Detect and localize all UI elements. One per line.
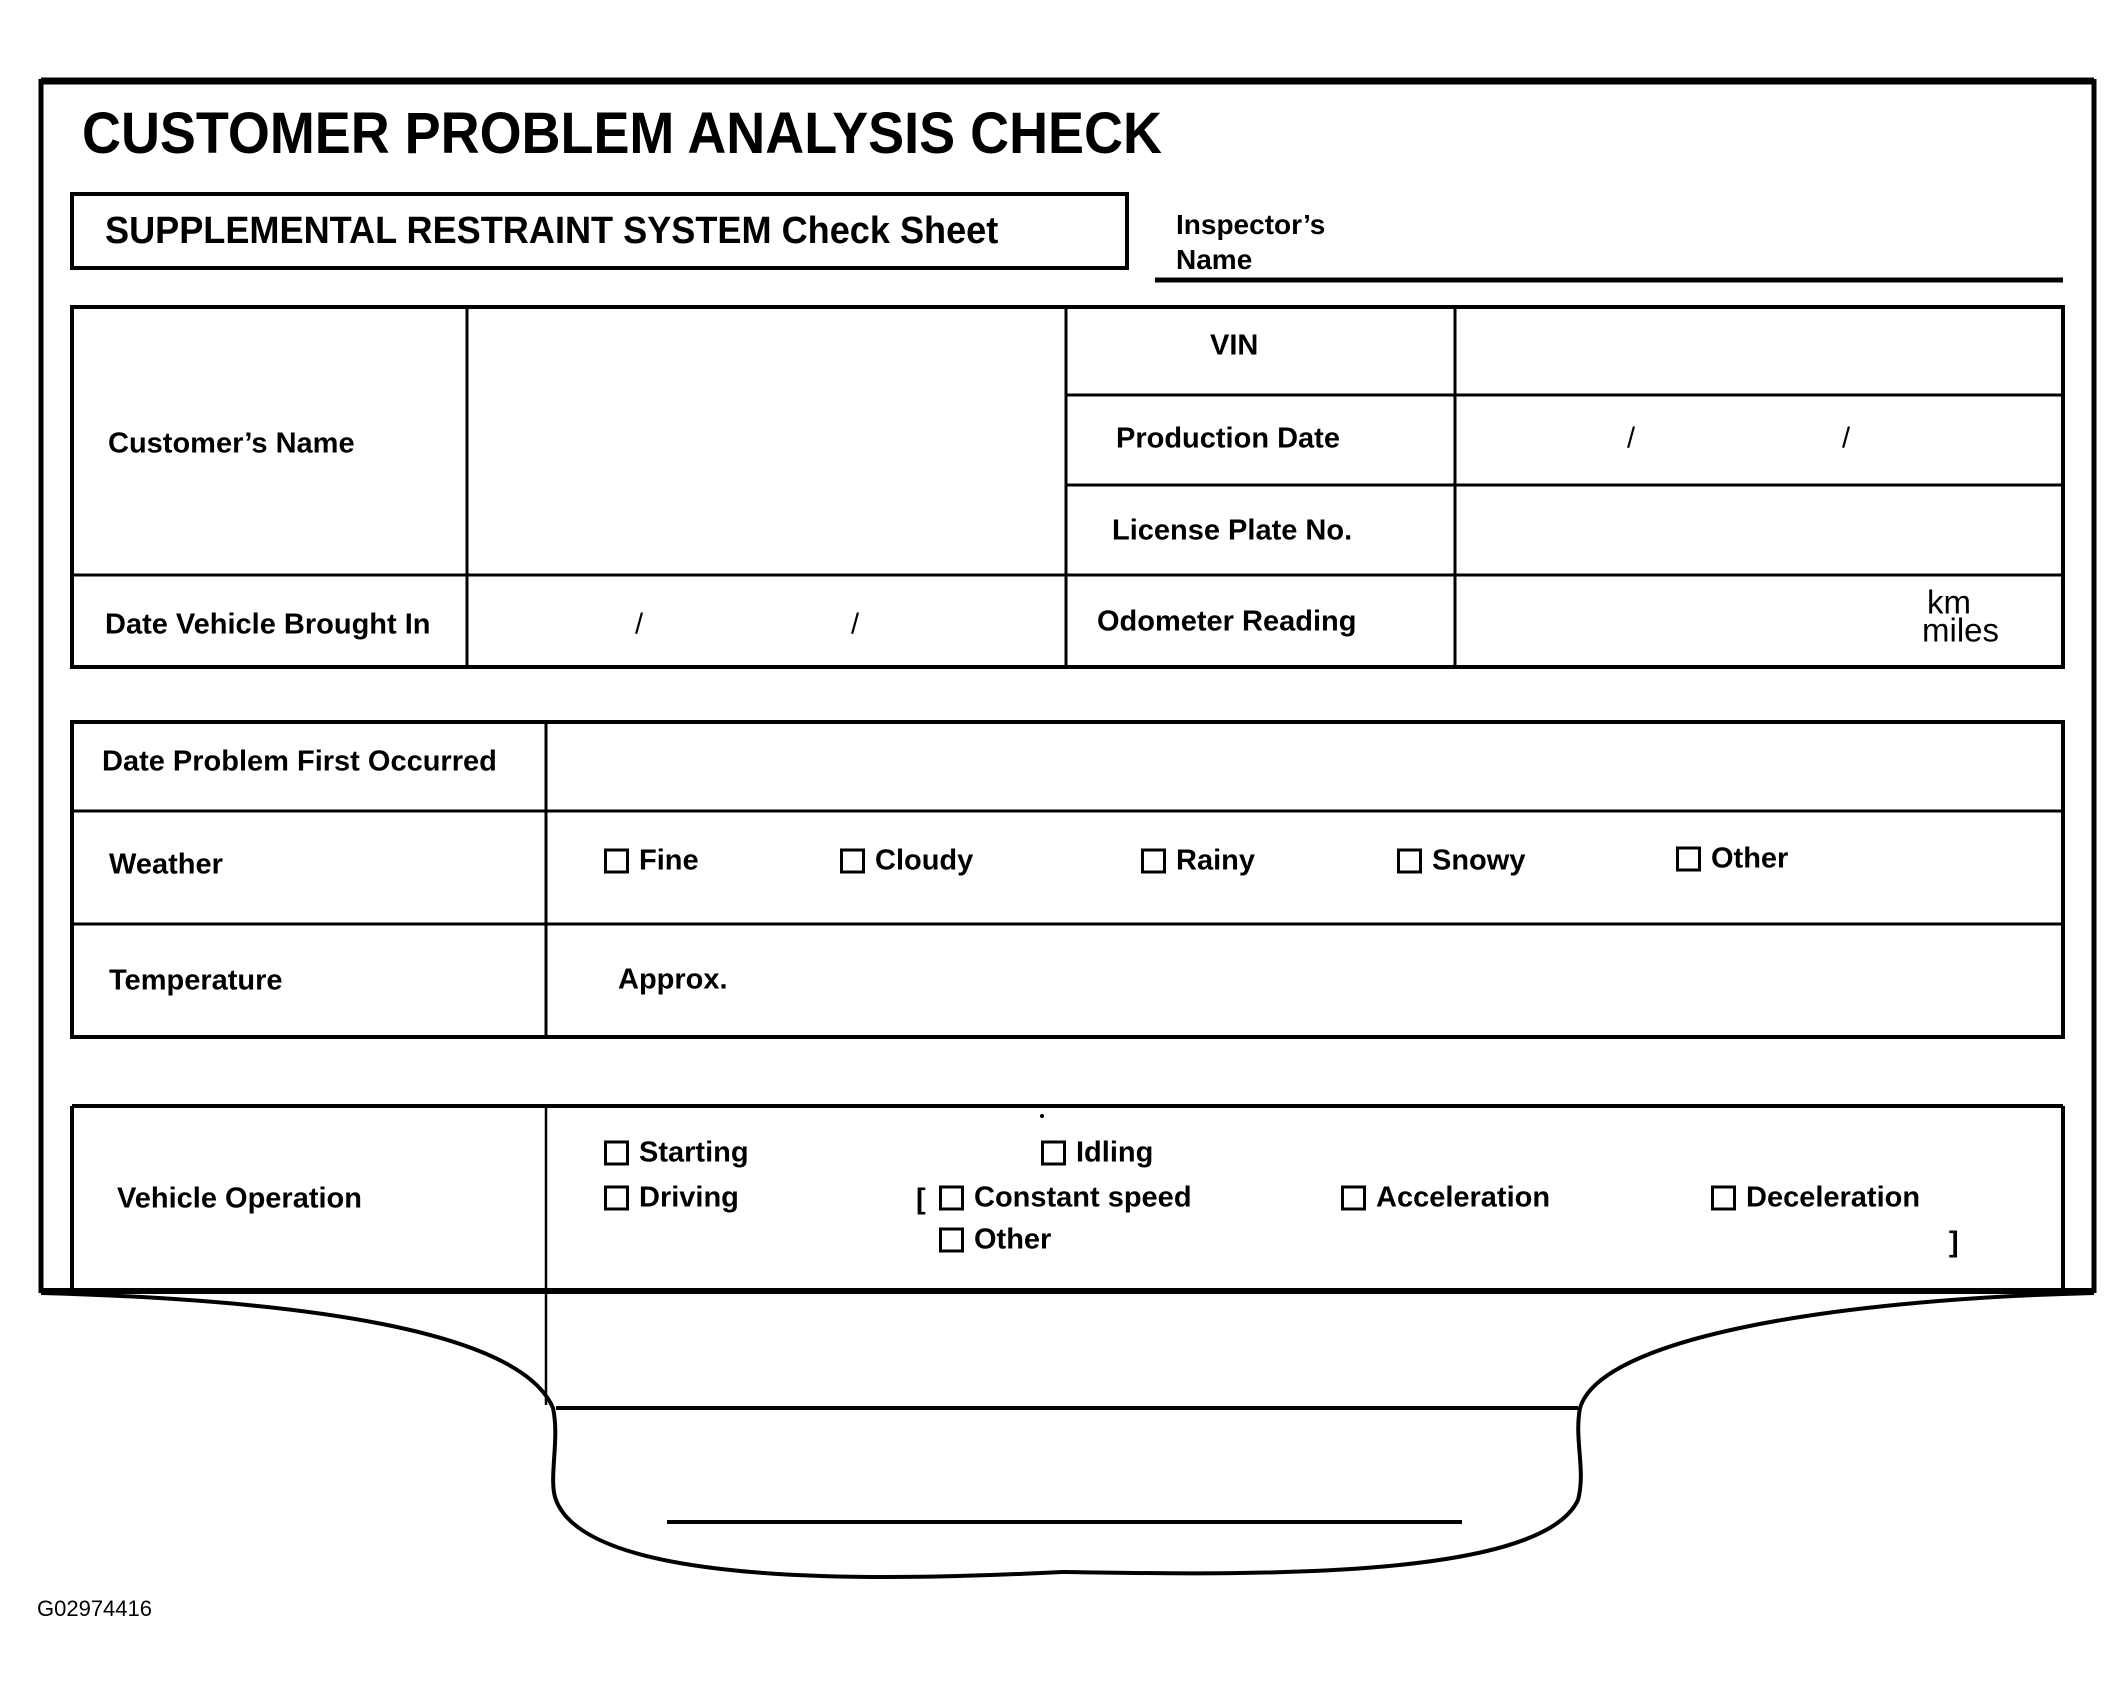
weather-label: Weather <box>109 848 223 881</box>
operation-starting-checkbox[interactable]: Starting <box>604 1138 749 1168</box>
conditions-table <box>70 720 2065 1039</box>
checkbox-icon[interactable] <box>1676 846 1701 872</box>
checkbox-icon[interactable] <box>1041 1140 1066 1166</box>
checkbox-icon[interactable] <box>604 1140 629 1166</box>
production-date-label: Production Date <box>1116 422 1340 455</box>
checkbox-icon[interactable] <box>1711 1185 1736 1211</box>
vehicle-operation-label: Vehicle Operation <box>117 1182 362 1215</box>
subtitle: SUPPLEMENTAL RESTRAINT SYSTEM Check Shee… <box>105 210 999 252</box>
date-separator: / <box>1842 422 1851 455</box>
customer-name-label: Customer’s Name <box>108 427 355 460</box>
operation-idling-checkbox[interactable]: Idling <box>1041 1138 1153 1168</box>
unit-miles: miles <box>1922 611 2000 649</box>
page-title: CUSTOMER PROBLEM ANALYSIS CHECK <box>82 101 1162 166</box>
unit-km: km <box>1927 583 1971 621</box>
subtitle-box <box>70 192 1129 270</box>
weather-other-checkbox[interactable]: Other <box>1676 844 1788 874</box>
odometer-label: Odometer Reading <box>1097 605 1357 638</box>
weather-fine-checkbox[interactable]: Fine <box>604 846 699 876</box>
checkbox-icon[interactable] <box>1141 848 1166 874</box>
weather-rainy-checkbox[interactable]: Rainy <box>1141 846 1255 876</box>
operation-other-checkbox[interactable]: Other <box>939 1225 1051 1255</box>
checkbox-icon[interactable] <box>939 1185 964 1211</box>
inspector-label-line1: Inspector’s <box>1176 209 1326 240</box>
checkbox-icon[interactable] <box>840 848 865 874</box>
weather-cloudy-checkbox[interactable]: Cloudy <box>840 846 973 876</box>
license-plate-label: License Plate No. <box>1112 514 1353 547</box>
torn-edge-outline <box>40 1291 2095 1579</box>
figure-code: G02974416 <box>37 1596 152 1621</box>
checkbox-icon[interactable] <box>939 1227 964 1253</box>
operation-acceleration-checkbox[interactable]: Acceleration <box>1341 1183 1550 1213</box>
date-first-occurred-label: Date Problem First Occurred <box>102 745 497 778</box>
weather-snowy-checkbox[interactable]: Snowy <box>1397 846 1525 876</box>
operation-driving-checkbox[interactable]: Driving <box>604 1183 739 1213</box>
operation-constant-speed-checkbox[interactable]: Constant speed <box>939 1183 1192 1213</box>
operation-deceleration-checkbox[interactable]: Deceleration <box>1711 1183 1920 1213</box>
date-brought-in-label: Date Vehicle Brought In <box>105 608 431 641</box>
date-separator: / <box>851 608 860 641</box>
bracket-open: [ <box>916 1183 926 1216</box>
temperature-label: Temperature <box>109 964 283 997</box>
date-separator: / <box>635 608 644 641</box>
vin-label: VIN <box>1210 329 1259 362</box>
checkbox-icon[interactable] <box>604 848 629 874</box>
checkbox-icon[interactable] <box>1397 848 1422 874</box>
date-separator: / <box>1627 422 1636 455</box>
checkbox-icon[interactable] <box>1341 1185 1366 1211</box>
bracket-close: ] <box>1949 1226 1959 1259</box>
temperature-approx: Approx. <box>618 963 728 996</box>
inspector-label-line2: Name <box>1176 244 1253 275</box>
checkbox-icon[interactable] <box>604 1185 629 1211</box>
